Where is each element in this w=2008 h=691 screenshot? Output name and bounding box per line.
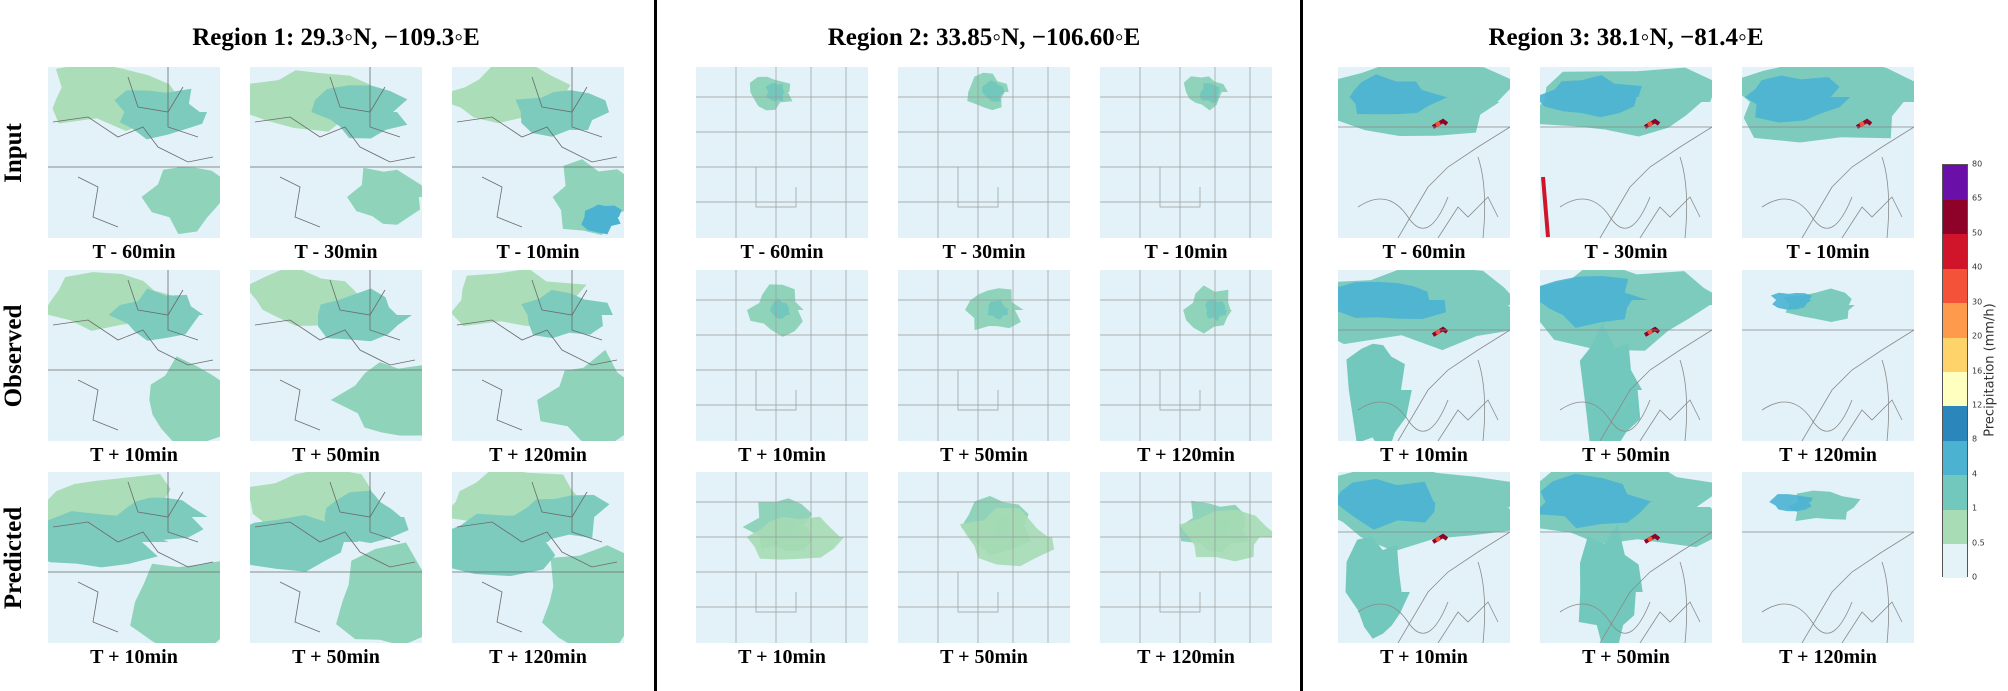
map-panel-predicted (898, 472, 1070, 643)
time-caption: T - 60min (92, 241, 176, 263)
map-panel-input (1742, 67, 1914, 238)
colorbar-segment (1943, 440, 1967, 476)
map-panel-input (250, 67, 422, 238)
colorbar-segment (1943, 199, 1967, 235)
colorbar-segment (1943, 509, 1967, 545)
map-panel-observed (452, 270, 624, 441)
map-panel-input (48, 67, 220, 238)
region-title: Region 3: 38.1◦N, −81.4◦E (1488, 24, 1764, 51)
map-panel-predicted (1742, 472, 1914, 643)
time-caption: T - 10min (1144, 241, 1228, 263)
time-caption: T + 10min (738, 444, 826, 466)
time-caption: T + 50min (940, 444, 1028, 466)
region-divider (654, 0, 657, 691)
map-panel-input (1100, 67, 1272, 238)
colorbar-segment (1943, 165, 1967, 200)
map-panel-input (1540, 67, 1712, 238)
time-caption: T - 60min (740, 241, 824, 263)
map-panel-predicted (1100, 472, 1272, 643)
map-panel-predicted (250, 472, 422, 643)
map-panel-observed (48, 270, 220, 441)
row-label-predicted: Predicted (0, 506, 27, 609)
colorbar-tick-label: 8 (1972, 434, 1978, 444)
map-panel-input (452, 67, 624, 238)
colorbar-tick-label: 80 (1972, 159, 1983, 169)
time-caption: T + 10min (738, 646, 826, 668)
colorbar-tick-label: 20 (1972, 331, 1983, 341)
colorbar-segment (1943, 268, 1967, 304)
time-caption: T - 30min (1584, 241, 1668, 263)
time-caption: T + 10min (1380, 444, 1468, 466)
time-caption: T + 10min (1380, 646, 1468, 668)
colorbar-tick-label: 65 (1972, 193, 1983, 203)
colorbar-segment (1943, 337, 1967, 372)
colorbar-label: Precipitation (mm/h) (1982, 303, 1998, 437)
map-panel-input (1338, 67, 1510, 238)
map-panel-observed (696, 270, 868, 441)
time-caption: T + 50min (1582, 444, 1670, 466)
region-title: Region 2: 33.85◦N, −106.60◦E (827, 24, 1141, 51)
map-panel-observed (1540, 270, 1712, 441)
time-caption: T + 120min (1779, 444, 1877, 466)
colorbar-segment (1943, 474, 1967, 510)
time-caption: T + 120min (1137, 646, 1235, 668)
time-caption: T + 120min (1779, 646, 1877, 668)
region-divider (1300, 0, 1303, 691)
colorbar-segment (1943, 371, 1967, 407)
time-caption: T + 50min (940, 646, 1028, 668)
colorbar-tick-label: 16 (1972, 366, 1983, 375)
time-caption: T + 50min (292, 646, 380, 668)
map-panel-observed (1742, 270, 1914, 441)
time-caption: T - 10min (1786, 241, 1870, 263)
colorbar (1942, 164, 1968, 579)
row-label-input: Input (0, 122, 27, 183)
time-caption: T + 120min (489, 444, 587, 466)
colorbar-segment (1943, 405, 1967, 441)
time-caption: T + 50min (292, 444, 380, 466)
colorbar-tick-label: 50 (1972, 228, 1983, 238)
map-panel-predicted (452, 472, 624, 643)
time-caption: T - 60min (1382, 241, 1466, 263)
time-caption: T - 30min (942, 241, 1026, 263)
map-panel-input (696, 67, 868, 238)
time-caption: T + 120min (489, 646, 587, 668)
colorbar-tick-label: 40 (1972, 262, 1983, 272)
colorbar-segment (1943, 543, 1967, 579)
colorbar-tick-label: 4 (1972, 469, 1978, 479)
colorbar-segment (1943, 302, 1967, 338)
time-caption: T - 10min (496, 241, 580, 263)
map-panel-observed (1338, 270, 1510, 441)
time-caption: T - 30min (294, 241, 378, 263)
colorbar-segment (1943, 233, 1967, 269)
map-panel-predicted (1338, 472, 1510, 643)
map-panel-predicted (1540, 472, 1712, 643)
time-caption: T + 50min (1582, 646, 1670, 668)
region-title: Region 1: 29.3◦N, −109.3◦E (192, 24, 480, 51)
map-panel-input (898, 67, 1070, 238)
map-panel-predicted (48, 472, 220, 643)
time-caption: T + 10min (90, 444, 178, 466)
colorbar-tick-label: 12 (1972, 400, 1983, 410)
colorbar-tick-label: 30 (1972, 297, 1983, 307)
time-caption: T + 120min (1137, 444, 1235, 466)
colorbar-tick-label: 0 (1972, 572, 1978, 582)
colorbar-tick-label: 1 (1972, 503, 1978, 513)
map-panel-observed (898, 270, 1070, 441)
time-caption: T + 10min (90, 646, 178, 668)
map-panel-observed (1100, 270, 1272, 441)
row-label-observed: Observed (0, 304, 27, 407)
map-panel-predicted (696, 472, 868, 643)
colorbar-tick-label: 0.5 (1972, 538, 1985, 548)
map-panel-observed (250, 270, 422, 441)
